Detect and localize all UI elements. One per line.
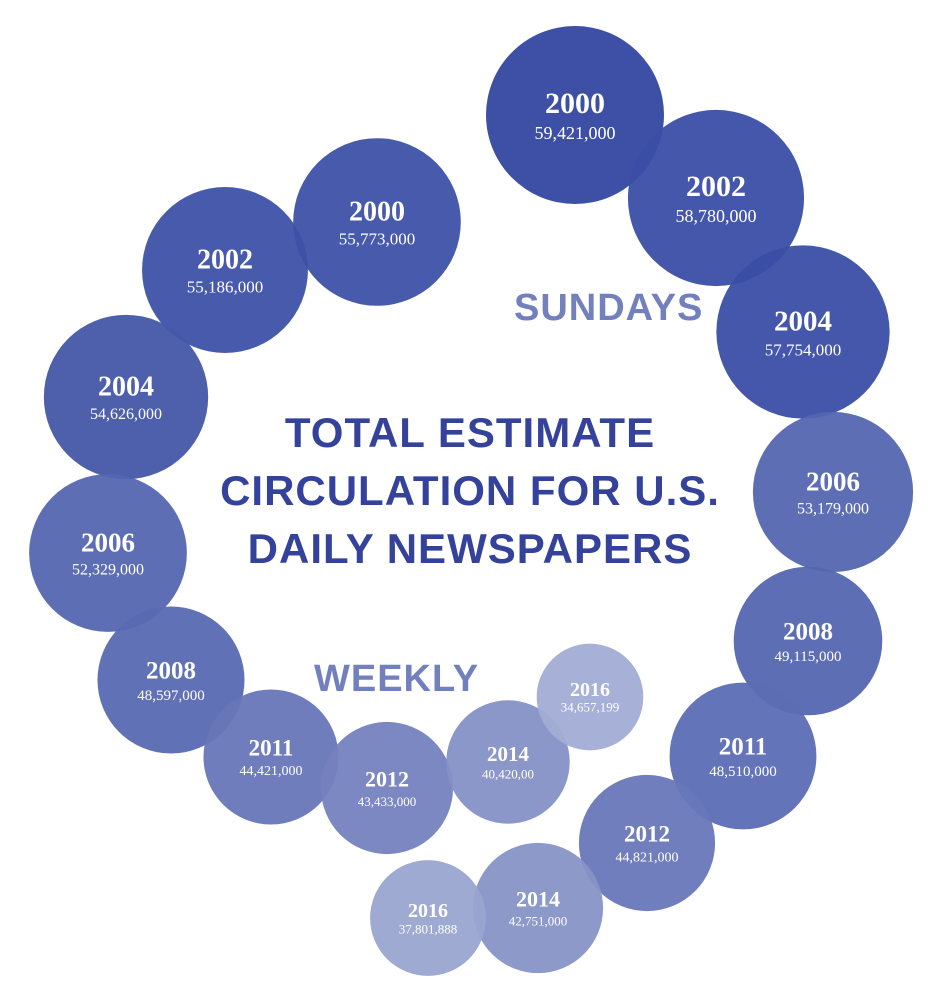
weekly-circle-2011 — [203, 689, 339, 825]
sundays-year-label-2004: 2004 — [774, 305, 832, 337]
weekly-year-label-2011: 2011 — [249, 736, 294, 761]
weekly-year-label-2012: 2012 — [365, 767, 409, 792]
weekly-value-label-2008: 48,597,000 — [137, 688, 205, 704]
weekly-circle-2002 — [142, 187, 308, 353]
sundays-label: SUNDAYS — [514, 287, 704, 329]
weekly-year-label-2014: 2014 — [487, 742, 530, 766]
weekly-bubble-2006: 2006 52,329,000 — [29, 474, 187, 632]
sundays-value-label-2000: 59,421,000 — [535, 123, 616, 143]
weekly-value-label-2011: 44,421,000 — [240, 764, 303, 779]
weekly-circle-2012 — [320, 721, 454, 855]
weekly-circle-2006 — [29, 474, 187, 632]
sundays-bubble-2004: 2004 57,754,000 — [716, 245, 890, 419]
sundays-value-label-2008: 49,115,000 — [775, 649, 842, 665]
sundays-bubble-2012: 2012 44,821,000 — [578, 774, 716, 912]
sundays-circle-2008 — [733, 566, 883, 716]
weekly-circle-2008 — [97, 606, 245, 754]
sundays-bubble-2002: 2002 58,780,000 — [627, 109, 805, 287]
weekly-year-label-2000: 2000 — [349, 196, 405, 227]
chart-title-line-3: DAILY NEWSPAPERS — [247, 525, 693, 572]
chart-title-line-2: CIRCULATION FOR U.S. — [220, 467, 720, 514]
sundays-circle-2004 — [716, 245, 890, 419]
weekly-circle-2004 — [43, 314, 209, 480]
weekly-bubble-2002: 2002 55,186,000 — [142, 187, 308, 353]
weekly-year-label-2006: 2006 — [81, 527, 135, 557]
sundays-circle-2014 — [472, 842, 604, 974]
weekly-year-label-2002: 2002 — [197, 244, 253, 275]
weekly-value-label-2000: 55,773,000 — [339, 230, 416, 249]
sundays-circle-2002 — [627, 109, 805, 287]
weekly-year-label-2008: 2008 — [146, 658, 196, 685]
weekly-value-label-2004: 54,626,000 — [90, 406, 162, 423]
weekly-bubble-2011: 2011 44,421,000 — [203, 689, 339, 825]
weekly-year-label-2016: 2016 — [570, 679, 610, 701]
sundays-circle-2006 — [752, 411, 914, 573]
weekly-value-label-2016: 34,657,199 — [561, 699, 620, 714]
sundays-bubble-2006: 2006 53,179,000 — [752, 411, 914, 573]
sundays-bubble-2000: 2000 59,421,000 — [486, 26, 664, 204]
sundays-year-label-2011: 2011 — [719, 734, 768, 761]
sundays-value-label-2011: 48,510,000 — [709, 764, 777, 780]
sundays-bubble-2008: 2008 49,115,000 — [733, 566, 883, 716]
sundays-year-label-2014: 2014 — [516, 887, 560, 912]
chart-title: TOTAL ESTIMATE CIRCULATION FOR U.S. DAIL… — [150, 404, 790, 578]
weekly-circle-2016 — [536, 643, 644, 751]
sundays-value-label-2002: 58,780,000 — [676, 206, 757, 226]
sundays-bubble-2014: 2014 42,751,000 — [472, 842, 604, 974]
weekly-value-label-2006: 52,329,000 — [72, 561, 144, 578]
sundays-value-label-2012: 44,821,000 — [616, 850, 679, 865]
weekly-bubble-2008: 2008 48,597,000 — [97, 606, 245, 754]
sundays-circle-2011 — [669, 682, 817, 830]
sundays-year-label-2000: 2000 — [545, 87, 605, 120]
sundays-bubble-2011: 2011 48,510,000 — [669, 682, 817, 830]
sundays-value-label-2016: 37,801,888 — [399, 922, 458, 937]
sundays-year-label-2016: 2016 — [408, 900, 448, 922]
sundays-year-label-2006: 2006 — [806, 466, 860, 496]
weekly-circle-2000 — [293, 138, 461, 306]
weekly-year-label-2004: 2004 — [98, 371, 154, 402]
chart-title-line-1: TOTAL ESTIMATE — [284, 409, 656, 456]
sundays-year-label-2008: 2008 — [783, 619, 833, 646]
weekly-label: WEEKLY — [314, 658, 480, 700]
weekly-bubble-2012: 2012 43,433,000 — [320, 721, 454, 855]
weekly-bubble-2004: 2004 54,626,000 — [43, 314, 209, 480]
weekly-value-label-2002: 55,186,000 — [187, 277, 264, 296]
weekly-circle-2014 — [446, 700, 570, 824]
weekly-value-label-2014: 40,420,00 — [482, 767, 534, 782]
sundays-circle-2012 — [578, 774, 716, 912]
sundays-value-label-2004: 57,754,000 — [765, 340, 842, 359]
sundays-value-label-2006: 53,179,000 — [797, 501, 869, 518]
sundays-circle-2016 — [370, 860, 486, 976]
sundays-year-label-2012: 2012 — [624, 822, 670, 847]
sundays-year-label-2002: 2002 — [686, 170, 746, 203]
weekly-value-label-2012: 43,433,000 — [358, 794, 417, 809]
weekly-bubble-2000: 2000 55,773,000 — [293, 138, 461, 306]
sundays-circle-2000 — [486, 26, 664, 204]
sundays-value-label-2014: 42,751,000 — [509, 914, 568, 929]
